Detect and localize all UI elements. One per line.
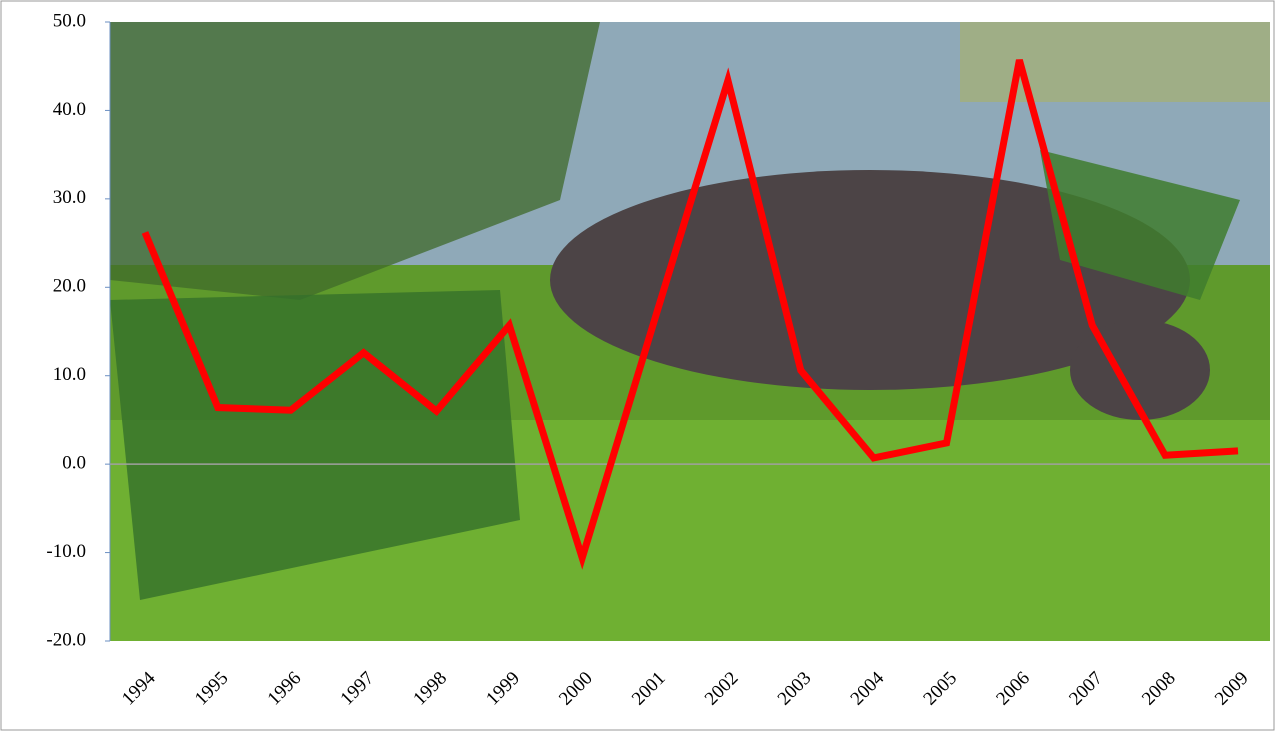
- x-tick-label: 2006: [992, 668, 1034, 710]
- y-tick-label: 30.0: [53, 187, 86, 208]
- x-tick-label: 1999: [482, 668, 524, 710]
- x-tick-label: 2004: [847, 667, 889, 709]
- x-tick-label: 2008: [1138, 668, 1180, 710]
- x-tick-label: 2009: [1211, 668, 1253, 710]
- y-tick-label: 10.0: [53, 364, 86, 385]
- data-line: [141, 59, 1239, 570]
- x-tick-label: 1997: [336, 668, 378, 710]
- y-tick-label: 20.0: [53, 276, 86, 297]
- x-tick-label: 2003: [774, 668, 816, 710]
- x-tick-label: 2000: [555, 668, 597, 710]
- y-tick-label: 40.0: [53, 99, 86, 120]
- palm-leaves: [110, 22, 600, 300]
- background-photo: [110, 22, 1270, 641]
- far-shore: [960, 22, 1270, 102]
- x-tick-label: 2002: [701, 668, 743, 710]
- y-tick-label: -10.0: [46, 541, 86, 562]
- x-tick-label: 1995: [191, 668, 233, 710]
- y-tick-label: 0.0: [62, 453, 86, 474]
- x-tick-label: 1998: [409, 668, 451, 710]
- x-tick-label: 2001: [628, 668, 670, 710]
- shrub: [1040, 150, 1240, 300]
- x-tick-label: 1996: [264, 668, 306, 710]
- x-tick-label: 2007: [1065, 668, 1107, 710]
- x-tick-label: 1994: [118, 667, 160, 709]
- y-tick-label: -20.0: [46, 629, 86, 650]
- hippo: [550, 170, 1190, 390]
- x-tick-label: 2005: [919, 668, 961, 710]
- rose-bushes: [110, 290, 520, 600]
- y-tick-label: 50.0: [53, 10, 86, 31]
